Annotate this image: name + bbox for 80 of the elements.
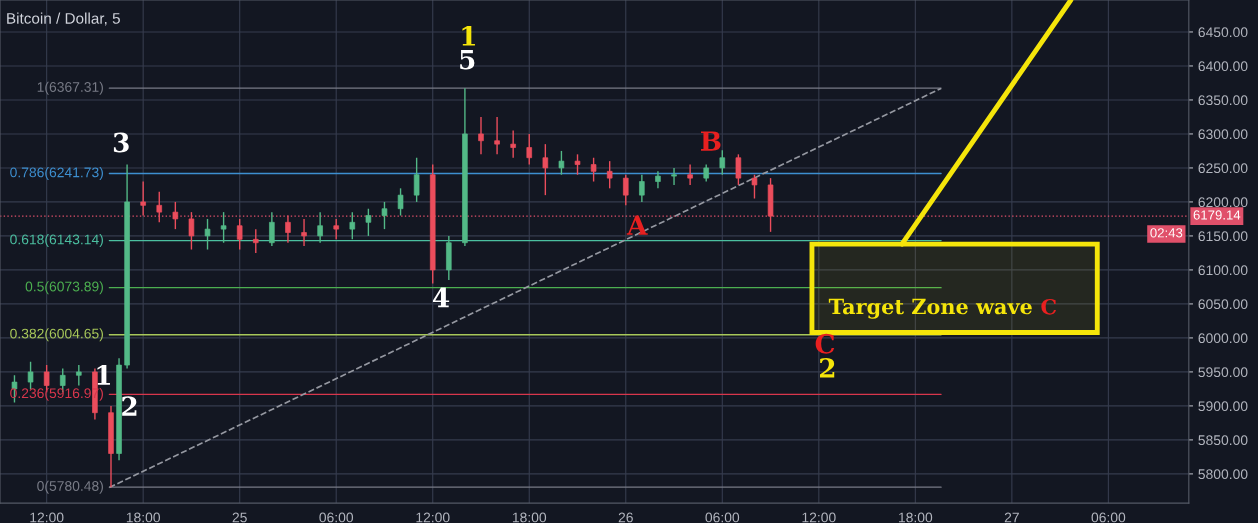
y-tick-label: 5900.00	[1198, 401, 1248, 412]
x-tick-label: 18:00	[899, 512, 933, 523]
annotation: 3	[113, 132, 129, 153]
x-tick-label: 18:00	[126, 512, 161, 523]
annotation: 2	[122, 396, 137, 416]
candlestick	[671, 167, 677, 186]
y-tick-label: 5850.00	[1198, 435, 1248, 446]
candlestick	[172, 201, 179, 230]
candlestick	[253, 228, 259, 254]
candlestick	[381, 201, 388, 230]
candlestick	[140, 180, 146, 217]
band-label: Target Zone wave C	[828, 298, 1056, 319]
y-tick-label: 6300.00	[1198, 129, 1248, 140]
candlestick	[478, 116, 484, 156]
annotation: 2	[820, 358, 835, 378]
ref-line-label: 0.618(6143.14)	[10, 234, 103, 248]
candlestick	[333, 218, 339, 241]
annotation: 5	[460, 49, 475, 70]
x-tick-label: 25	[232, 512, 247, 523]
candlestick	[285, 214, 291, 244]
x-tick-label: 06:00	[319, 512, 354, 523]
text: Bitcoin / Dollar, 5	[7, 12, 120, 26]
y-tick-label: 6200.00	[1198, 197, 1248, 208]
y-tick-label: 6250.00	[1198, 163, 1248, 174]
candlestick	[349, 211, 356, 241]
ref-line-label: 6179.14	[1193, 210, 1241, 220]
candlestick	[558, 150, 565, 176]
candlestick	[510, 129, 516, 159]
x-tick-label: 18:00	[512, 512, 547, 523]
candlestick	[156, 191, 163, 224]
x-tick-label: 12:00	[802, 512, 836, 523]
candlestick	[623, 174, 629, 207]
x-tick-label: 26	[618, 512, 633, 523]
candlestick	[751, 174, 758, 200]
ref-line-label: 0(5780.48)	[37, 480, 103, 494]
annotation: 4	[432, 287, 450, 308]
candlestick	[590, 157, 597, 183]
y-tick-label: 6450.00	[1198, 27, 1248, 38]
y-tick-label: 6050.00	[1198, 299, 1248, 310]
annotation: 1	[462, 25, 475, 46]
candlestick	[639, 174, 645, 203]
y-tick-label: 5800.00	[1198, 469, 1248, 480]
y-tick-label: 6400.00	[1198, 61, 1248, 72]
candlestick	[204, 218, 211, 251]
annotation: B	[700, 131, 721, 151]
x-tick-label: 27	[1004, 512, 1019, 523]
ref-line-label: 0.382(6004.65)	[10, 328, 103, 342]
candlestick	[317, 211, 323, 244]
annotation: A	[626, 215, 648, 235]
x-tick-label: 06:00	[705, 512, 740, 523]
candlestick	[606, 160, 613, 190]
x-tick-label: 12:00	[30, 512, 64, 523]
candlestick	[269, 211, 275, 247]
candlestick	[236, 218, 243, 251]
x-tick-label: 06:00	[1091, 512, 1126, 523]
x-tick-label: 12:00	[416, 512, 450, 523]
candlestick	[542, 143, 549, 196]
annotation: C	[815, 333, 835, 354]
candlestick	[301, 218, 307, 247]
y-tick-label: 6350.00	[1198, 95, 1248, 106]
candlestick	[719, 149, 726, 176]
y-tick-label: 6000.00	[1198, 333, 1248, 344]
candlestick	[494, 116, 500, 156]
annotation: 02:43	[1150, 228, 1183, 238]
candlestick	[687, 163, 693, 186]
candlestick	[735, 153, 742, 186]
candlestick	[526, 133, 533, 166]
y-tick-label: 6150.00	[1198, 231, 1248, 242]
annotation: 1	[97, 365, 110, 385]
y-tick-label: 5950.00	[1198, 367, 1248, 378]
candlestick	[188, 211, 195, 251]
candlestick	[574, 153, 581, 176]
candlestick	[220, 211, 227, 244]
ref-line-label: 1(6367.31)	[37, 81, 103, 95]
y-tick-label: 6100.00	[1198, 265, 1248, 276]
ref-line-label: 0.786(6241.73)	[10, 167, 103, 181]
ref-line-label: 0.5(6073.89)	[25, 281, 103, 295]
candlestick	[365, 208, 372, 237]
candlestick	[397, 187, 404, 217]
candlestick	[413, 157, 420, 203]
